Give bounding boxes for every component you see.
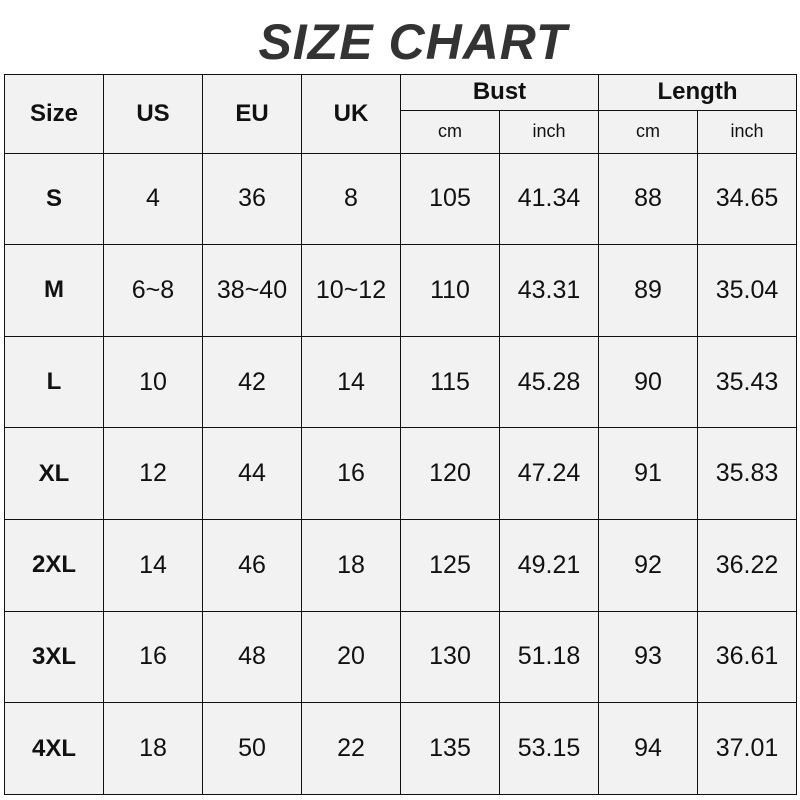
cell-bust-inch: 41.34 — [499, 152, 599, 246]
cell-size: L — [4, 335, 104, 429]
page-title: SIZE CHART — [258, 14, 568, 70]
cell-length-cm: 88 — [598, 152, 698, 246]
cell-size: M — [4, 244, 104, 337]
cell-size: 4XL — [4, 702, 104, 795]
cell-us: 4 — [103, 152, 203, 246]
cell-size: XL — [4, 427, 104, 521]
table-row: L 10 42 14 115 45.28 90 35.43 — [4, 335, 797, 429]
table-row: 4XL 18 50 22 135 53.15 94 37.01 — [4, 702, 797, 795]
header-eu: EU — [202, 74, 302, 154]
size-chart-table: Size US EU UK Bust Length cm inch cm inc… — [4, 74, 797, 795]
header-length: Length — [598, 74, 797, 111]
cell-uk: 16 — [301, 427, 401, 521]
cell-us: 14 — [103, 519, 203, 612]
cell-bust-inch: 51.18 — [499, 610, 599, 704]
cell-bust-cm: 120 — [400, 427, 500, 521]
cell-bust-cm: 135 — [400, 702, 500, 795]
cell-length-inch: 36.22 — [697, 519, 797, 612]
table-row: 3XL 16 48 20 130 51.18 93 36.61 — [4, 610, 797, 704]
cell-eu: 44 — [202, 427, 302, 521]
cell-bust-cm: 130 — [400, 610, 500, 704]
header-us: US — [103, 74, 203, 154]
cell-eu: 46 — [202, 519, 302, 612]
cell-uk: 10~12 — [301, 244, 401, 337]
subheader-length-inch: inch — [697, 109, 797, 154]
cell-uk: 18 — [301, 519, 401, 612]
cell-length-cm: 90 — [598, 335, 698, 429]
cell-size: S — [4, 152, 104, 246]
table-row: XL 12 44 16 120 47.24 91 35.83 — [4, 427, 797, 521]
header-bust: Bust — [400, 74, 599, 111]
cell-us: 6~8 — [103, 244, 203, 337]
cell-bust-inch: 43.31 — [499, 244, 599, 337]
cell-bust-inch: 47.24 — [499, 427, 599, 521]
cell-us: 16 — [103, 610, 203, 704]
cell-length-cm: 93 — [598, 610, 698, 704]
cell-length-cm: 92 — [598, 519, 698, 612]
subheader-bust-inch: inch — [499, 109, 599, 154]
subheader-bust-cm: cm — [400, 109, 500, 154]
cell-uk: 8 — [301, 152, 401, 246]
cell-length-inch: 35.04 — [697, 244, 797, 337]
cell-eu: 48 — [202, 610, 302, 704]
cell-eu: 38~40 — [202, 244, 302, 337]
cell-eu: 36 — [202, 152, 302, 246]
cell-bust-cm: 115 — [400, 335, 500, 429]
cell-uk: 22 — [301, 702, 401, 795]
cell-us: 18 — [103, 702, 203, 795]
cell-us: 10 — [103, 335, 203, 429]
table-row: S 4 36 8 105 41.34 88 34.65 — [4, 152, 797, 246]
cell-length-inch: 36.61 — [697, 610, 797, 704]
cell-us: 12 — [103, 427, 203, 521]
table-row: 2XL 14 46 18 125 49.21 92 36.22 — [4, 519, 797, 612]
cell-uk: 14 — [301, 335, 401, 429]
cell-length-inch: 37.01 — [697, 702, 797, 795]
cell-length-inch: 35.43 — [697, 335, 797, 429]
cell-length-cm: 91 — [598, 427, 698, 521]
subheader-length-cm: cm — [598, 109, 698, 154]
table-row: M 6~8 38~40 10~12 110 43.31 89 35.04 — [4, 244, 797, 337]
cell-size: 2XL — [4, 519, 104, 612]
cell-bust-cm: 105 — [400, 152, 500, 246]
header-row: Size US EU UK Bust Length — [4, 74, 797, 154]
cell-bust-inch: 45.28 — [499, 335, 599, 429]
cell-length-cm: 94 — [598, 702, 698, 795]
subheader-row: cm inch cm inch — [5, 109, 797, 154]
cell-bust-inch: 53.15 — [499, 702, 599, 795]
cell-bust-cm: 125 — [400, 519, 500, 612]
cell-length-cm: 89 — [598, 244, 698, 337]
header-uk: UK — [301, 74, 401, 154]
cell-eu: 50 — [202, 702, 302, 795]
cell-bust-inch: 49.21 — [499, 519, 599, 612]
cell-uk: 20 — [301, 610, 401, 704]
cell-size: 3XL — [4, 610, 104, 704]
header-size: Size — [4, 74, 104, 154]
cell-length-inch: 35.83 — [697, 427, 797, 521]
cell-bust-cm: 110 — [400, 244, 500, 337]
cell-length-inch: 34.65 — [697, 152, 797, 246]
cell-eu: 42 — [202, 335, 302, 429]
